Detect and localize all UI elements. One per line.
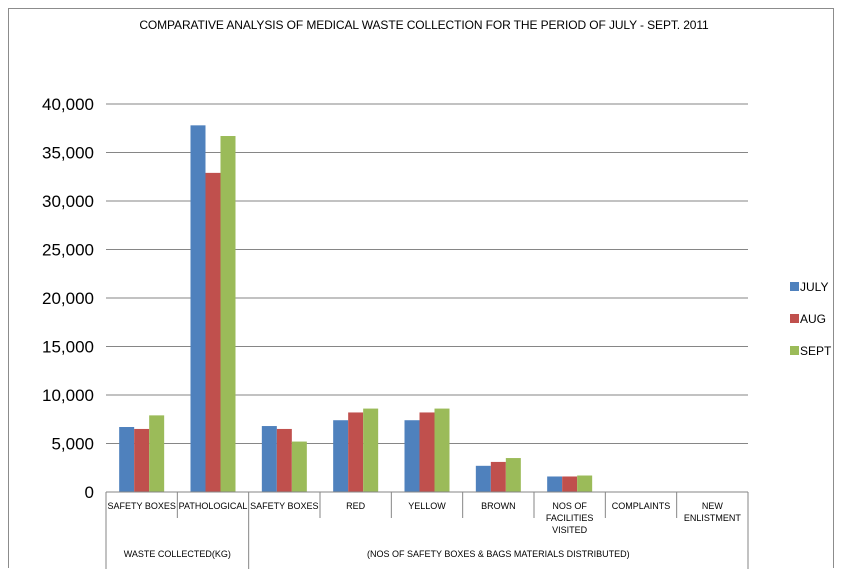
x-tick-label: BROWN bbox=[481, 501, 516, 511]
chart-frame bbox=[8, 8, 834, 568]
legend-swatch-aug bbox=[790, 314, 799, 323]
bar-july bbox=[333, 420, 349, 492]
group-label: WASTE COLLECTED(KG) bbox=[124, 549, 231, 559]
y-tick-label: 35,000 bbox=[42, 144, 94, 163]
legend-label-july: JULY bbox=[800, 280, 828, 294]
bar-aug bbox=[205, 172, 221, 492]
x-tick-label: SAFETY BOXES bbox=[250, 501, 318, 511]
bar-sept bbox=[220, 136, 236, 492]
bar-aug bbox=[276, 428, 292, 492]
x-tick-label: FACILITIES bbox=[546, 513, 594, 523]
bar-aug bbox=[562, 476, 578, 492]
x-tick-label: ENLISTMENT bbox=[684, 513, 742, 523]
bar-sept bbox=[505, 458, 521, 492]
x-tick-label: NEW bbox=[702, 501, 724, 511]
x-tick-label: NOS OF bbox=[552, 501, 587, 511]
bar-aug bbox=[419, 412, 435, 492]
bar-july bbox=[475, 465, 491, 492]
x-tick-label: SAFETY BOXES bbox=[107, 501, 175, 511]
legend-swatch-sept bbox=[790, 346, 799, 355]
y-tick-label: 10,000 bbox=[42, 386, 94, 405]
x-tick-label: YELLOW bbox=[408, 501, 446, 511]
bar-sept bbox=[291, 441, 307, 492]
chart-title: COMPARATIVE ANALYSIS OF MEDICAL WASTE CO… bbox=[139, 18, 709, 32]
bar-aug bbox=[348, 412, 364, 492]
bar-july bbox=[119, 427, 135, 492]
x-tick-label: COMPLAINTS bbox=[612, 501, 671, 511]
y-tick-label: 0 bbox=[85, 483, 94, 502]
x-tick-label: PATHOLOGICAL bbox=[179, 501, 248, 511]
bar-aug bbox=[134, 428, 150, 492]
y-tick-label: 5,000 bbox=[51, 435, 94, 454]
bar-sept bbox=[363, 408, 379, 492]
y-tick-label: 25,000 bbox=[42, 241, 94, 260]
group-label: (NOS OF SAFETY BOXES & BAGS MATERIALS DI… bbox=[367, 549, 630, 559]
bar-july bbox=[404, 420, 420, 492]
bar-july bbox=[547, 476, 563, 492]
legend-label-sept: SEPT bbox=[800, 344, 832, 358]
y-tick-label: 20,000 bbox=[42, 289, 94, 308]
bar-aug bbox=[490, 461, 506, 492]
bar-sept bbox=[149, 415, 165, 492]
y-tick-label: 15,000 bbox=[42, 338, 94, 357]
x-tick-label: RED bbox=[346, 501, 366, 511]
y-tick-label: 40,000 bbox=[42, 95, 94, 114]
bar-july bbox=[190, 125, 206, 492]
y-tick-label: 30,000 bbox=[42, 192, 94, 211]
x-tick-label: VISITED bbox=[552, 525, 588, 535]
bar-sept bbox=[577, 475, 593, 492]
bar-july bbox=[261, 426, 277, 492]
bar-sept bbox=[434, 408, 450, 492]
legend-label-aug: AUG bbox=[800, 312, 826, 326]
legend-swatch-july bbox=[790, 282, 799, 291]
